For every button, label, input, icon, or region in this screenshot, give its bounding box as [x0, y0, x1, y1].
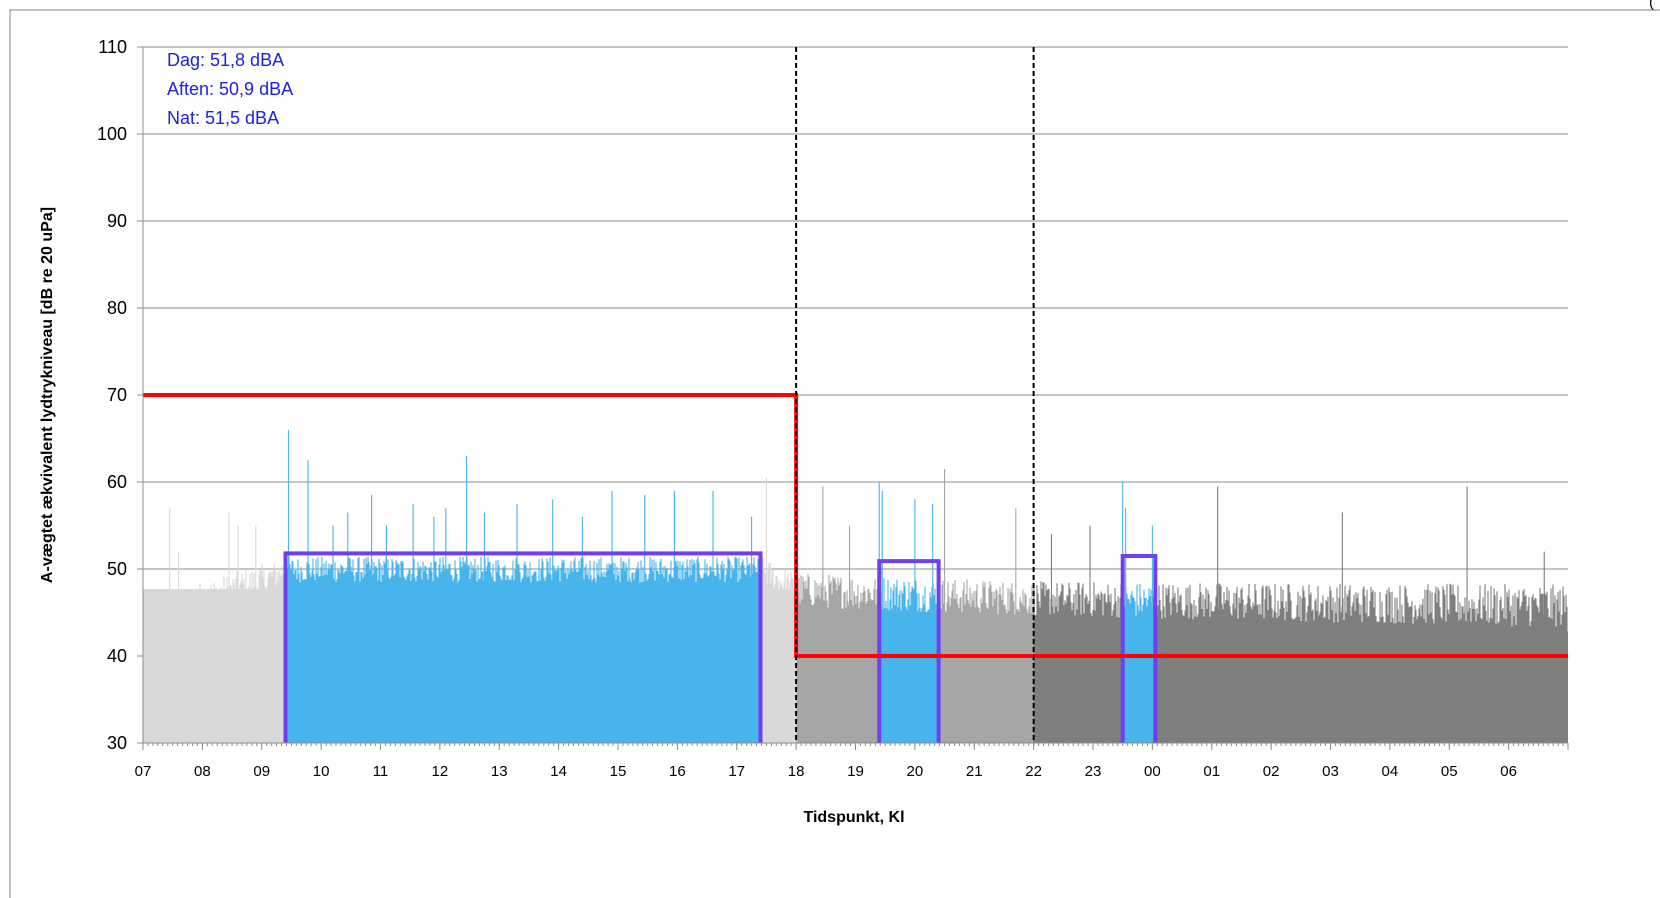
- x-tick-label-22: 22: [1025, 763, 1042, 780]
- x-tick-label-01: 01: [1203, 763, 1220, 780]
- x-tick-label-05: 05: [1441, 763, 1458, 780]
- x-tick-label-10: 10: [313, 763, 330, 780]
- x-tick-label-11: 11: [373, 763, 389, 780]
- x-tick-label-20: 20: [907, 763, 924, 780]
- measurement-window-0: [283, 551, 763, 743]
- x-tick-label-14: 14: [550, 763, 567, 780]
- y-tick-label-60: 60: [107, 472, 127, 492]
- x-tick-label-21: 21: [966, 763, 983, 780]
- stat-dag: Dag: 51,8 dBA: [167, 50, 284, 70]
- x-tick-label-19: 19: [847, 763, 864, 780]
- corner-note: (: [1649, 0, 1654, 11]
- limit-line: [143, 393, 1568, 658]
- x-tick-label-17: 17: [728, 763, 745, 780]
- y-axis-title: A-vægtet ækvivalent lydtrykniveau [dB re…: [39, 207, 56, 583]
- y-tick-label-50: 50: [107, 559, 127, 579]
- y-tick-label-100: 100: [97, 124, 127, 144]
- chart-frame: [9, 9, 1660, 898]
- period-dividers: [795, 47, 1035, 743]
- x-tick-label-09: 09: [253, 763, 270, 780]
- x-tick-label-07: 07: [135, 763, 152, 780]
- x-tick-label-02: 02: [1263, 763, 1280, 780]
- measurement-window-2: [1120, 553, 1158, 743]
- stat-aften: Aften: 50,9 dBA: [167, 79, 293, 99]
- x-tick-label-12: 12: [432, 763, 449, 780]
- y-tick-labels: 30 40 50 60 70 80 90 100 110: [97, 37, 127, 753]
- x-tick-label-04: 04: [1382, 763, 1399, 780]
- x-tick-label-08: 08: [194, 763, 211, 780]
- measurement-windows: [283, 551, 1158, 743]
- y-tick-label-30: 30: [107, 733, 127, 753]
- x-tick-label-16: 16: [669, 763, 686, 780]
- x-tick-label-06: 06: [1500, 763, 1517, 780]
- bar-series-2: [796, 468, 1034, 743]
- y-tick-label-90: 90: [107, 211, 127, 231]
- x-tick-label-00: 00: [1144, 763, 1161, 780]
- x-tick-label-23: 23: [1085, 763, 1102, 780]
- x-tick-labels: 07 08 09 10 11 12 13 14 15 16 17 18 19 20 21 22 23 00 01 02…: [135, 763, 1517, 780]
- y-tick-label-40: 40: [107, 646, 127, 666]
- x-axis-title: Tidspunkt, Kl: [803, 809, 904, 826]
- axes: [137, 46, 1569, 750]
- y-tick-label-70: 70: [107, 385, 127, 405]
- y-tick-label-80: 80: [107, 298, 127, 318]
- measurement-window-1: [877, 559, 941, 743]
- y-tick-label-110: 110: [98, 37, 127, 57]
- x-tick-label-13: 13: [491, 763, 508, 780]
- limit-line-path: [143, 393, 1568, 658]
- x-tick-label-18: 18: [788, 763, 805, 780]
- x-tick-label-15: 15: [610, 763, 627, 780]
- stat-nat: Nat: 51,5 dBA: [167, 108, 279, 128]
- x-tick-label-03: 03: [1322, 763, 1339, 780]
